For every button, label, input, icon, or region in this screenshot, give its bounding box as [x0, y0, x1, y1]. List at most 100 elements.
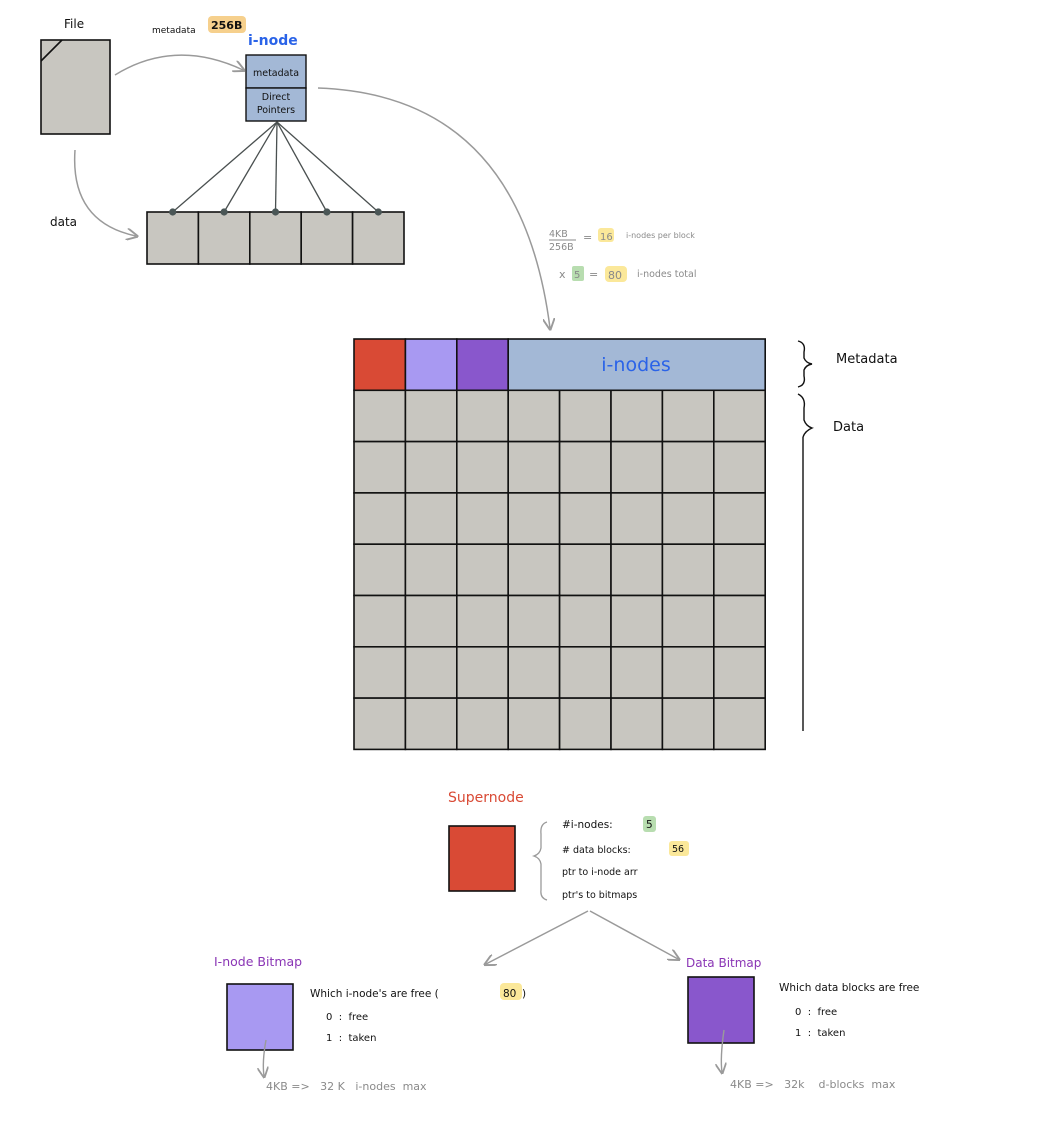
inodes-per-block-calc: 4KB 256B = 16 i-nodes per block x 5 = 80…	[549, 228, 696, 282]
disk-data-block	[455, 492, 509, 545]
disk-data-block	[455, 440, 509, 494]
disk-data-block	[404, 594, 458, 648]
inode-table-region	[507, 338, 767, 392]
disk-data-block	[558, 543, 612, 597]
disk-data-block	[507, 389, 561, 443]
disk-data-block	[661, 492, 715, 545]
metadata-size-label: metadata	[152, 26, 196, 36]
inode-bitmap-cell	[404, 338, 458, 392]
disk-data-block	[404, 492, 458, 545]
disk-data-block	[404, 440, 458, 494]
metadata-size-value: 256B	[211, 19, 242, 32]
inode-to-disk-arrow	[317, 87, 550, 328]
disk-data-block	[558, 645, 612, 699]
data-bitmap-desc: Which data blocks are free	[779, 982, 919, 994]
disk-data-block	[558, 440, 612, 494]
calc-per-block-label: i-nodes per block	[626, 231, 695, 240]
disk-metadata-label: Metadata	[836, 352, 898, 367]
disk-data-block	[353, 594, 407, 648]
disk-data-block	[661, 440, 715, 494]
data-block	[146, 211, 200, 265]
disk-data-block	[507, 645, 561, 699]
disk-inodes-label: i-nodes	[601, 354, 670, 376]
disk-data-block	[353, 492, 407, 545]
calc-frac-top: 4KB	[549, 229, 568, 240]
disk-data-block	[712, 697, 766, 751]
direct-pointer-line	[172, 121, 278, 213]
per-block-highlight	[598, 228, 614, 242]
supernode-ptr-bitmaps: ptr's to bitmaps	[562, 890, 637, 901]
inode-bitmap-free: 0 : free	[326, 1012, 368, 1023]
disk-data-block	[404, 645, 458, 699]
disk-data-block	[610, 645, 664, 699]
data-brace-top	[797, 393, 814, 438]
data-bitmap-capacity: 4KB => 32k d-blocks max	[730, 1078, 896, 1091]
supernode-block	[448, 825, 516, 892]
disk-data-block	[610, 440, 664, 494]
supernode-to-inode-bitmap-arrow	[486, 910, 589, 964]
supernode-data-blocks-label: # data blocks:	[562, 845, 631, 856]
file-to-inode-arrow	[114, 54, 243, 76]
inode-bitmap-capacity: 4KB => 32 K i-nodes max	[266, 1080, 427, 1093]
disk-data-block	[507, 440, 561, 494]
disk-data-block	[661, 645, 715, 699]
data-bitmap-cell	[455, 338, 509, 392]
supernode-inodes-value: 5	[646, 819, 653, 831]
data-bitmap-down-arrow	[721, 1029, 724, 1072]
disk-data-block	[661, 697, 715, 751]
data-block	[300, 211, 354, 265]
disk-data-block	[558, 697, 612, 751]
disk-grid	[353, 338, 767, 751]
inode-pointers-line2: Pointers	[257, 105, 295, 116]
pointer-dot	[323, 208, 331, 216]
inode-bitmap-taken: 1 : taken	[326, 1033, 376, 1044]
calc-equals: =	[583, 231, 592, 244]
disk-data-block	[507, 594, 561, 648]
disk-data-block	[661, 389, 715, 443]
data-bitmap-taken: 1 : taken	[795, 1028, 845, 1039]
disk-data-block	[610, 594, 664, 648]
inode-bitmap-block	[226, 983, 294, 1051]
inode-bitmap-desc-value: 80	[503, 988, 516, 1000]
disk-data-block	[712, 492, 766, 545]
inode-bitmap-down-arrow	[263, 1039, 266, 1076]
disk-data-block	[353, 645, 407, 699]
disk-data-label: Data	[833, 420, 864, 435]
inode-box	[245, 54, 307, 122]
data-block	[197, 211, 251, 265]
disk-data-block	[455, 697, 509, 751]
disk-data-block	[712, 645, 766, 699]
inode-bitmap-desc-highlight	[500, 983, 522, 1000]
calc-total-value: 80	[608, 269, 622, 282]
direct-pointer-line	[276, 121, 379, 213]
file-label: File	[64, 17, 84, 31]
disk-data-block	[507, 697, 561, 751]
supernode-title: Supernode	[448, 790, 524, 806]
disk-data-block	[610, 543, 664, 597]
disk-data-block	[712, 440, 766, 494]
data-block	[351, 211, 405, 265]
disk-data-block	[353, 543, 407, 597]
supernode-data-blocks-highlight	[669, 841, 689, 856]
inode-title: i-node	[248, 33, 298, 49]
supernode-brace	[531, 821, 548, 901]
calc-frac-bottom: 256B	[549, 242, 574, 253]
inode-pointers-line1: Direct	[262, 92, 291, 103]
metadata-brace	[797, 340, 813, 388]
data-bitmap-free: 0 : free	[795, 1007, 837, 1018]
disk-data-block	[558, 492, 612, 545]
disk-data-block	[661, 594, 715, 648]
supernode-ptr-inode-arr: ptr to i-node arr	[562, 867, 638, 878]
disk-data-block	[455, 645, 509, 699]
pointer-dot	[374, 208, 382, 216]
disk-data-block	[404, 697, 458, 751]
pointer-dot	[220, 208, 228, 216]
disk-data-block	[404, 543, 458, 597]
disk-data-block	[455, 594, 509, 648]
disk-data-block	[558, 594, 612, 648]
calc-per-block-value: 16	[600, 232, 613, 243]
disk-data-block	[712, 389, 766, 443]
direct-pointer-line	[274, 121, 278, 213]
disk-data-block	[455, 389, 509, 443]
